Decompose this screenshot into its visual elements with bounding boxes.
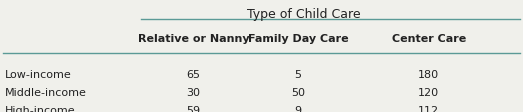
Text: 65: 65 [187, 69, 200, 79]
Text: 50: 50 [291, 87, 305, 97]
Text: 112: 112 [418, 105, 439, 112]
Text: 9: 9 [294, 105, 302, 112]
Text: Middle-income: Middle-income [5, 87, 87, 97]
Text: High-income: High-income [5, 105, 76, 112]
Text: 30: 30 [187, 87, 200, 97]
Text: 180: 180 [418, 69, 439, 79]
Text: Low-income: Low-income [5, 69, 72, 79]
Text: 120: 120 [418, 87, 439, 97]
Text: Relative or Nanny: Relative or Nanny [138, 34, 249, 43]
Text: Family Day Care: Family Day Care [248, 34, 348, 43]
Text: 59: 59 [186, 105, 201, 112]
Text: Center Care: Center Care [392, 34, 466, 43]
Text: Type of Child Care: Type of Child Care [246, 8, 360, 21]
Text: 5: 5 [294, 69, 302, 79]
